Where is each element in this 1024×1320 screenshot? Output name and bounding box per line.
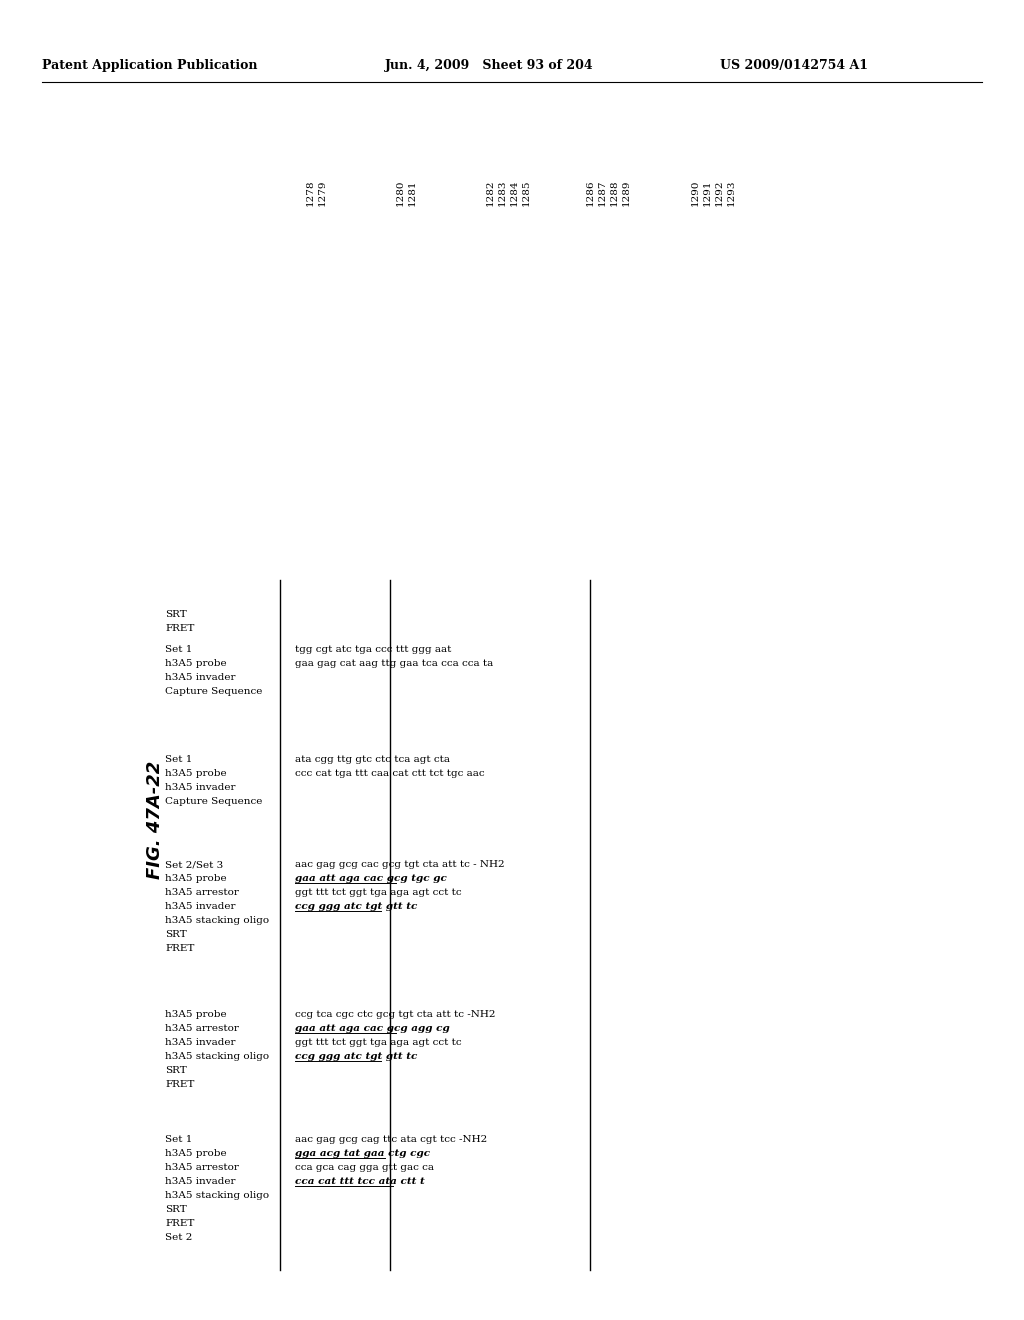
Text: 1293: 1293 bbox=[726, 180, 735, 206]
Text: h3A5 probe: h3A5 probe bbox=[165, 874, 226, 883]
Text: Set 2/Set 3: Set 2/Set 3 bbox=[165, 861, 223, 869]
Text: aac gag gcg cac gcg tgt cta att tc - NH2: aac gag gcg cac gcg tgt cta att tc - NH2 bbox=[295, 861, 505, 869]
Text: SRT: SRT bbox=[165, 1067, 186, 1074]
Text: 1290: 1290 bbox=[690, 180, 699, 206]
Text: 1282: 1282 bbox=[485, 180, 495, 206]
Text: h3A5 invader: h3A5 invader bbox=[165, 1038, 236, 1047]
Text: gaa att aga cac gcg tgc gc: gaa att aga cac gcg tgc gc bbox=[295, 874, 446, 883]
Text: Set 1: Set 1 bbox=[165, 645, 193, 653]
Text: 1285: 1285 bbox=[521, 180, 530, 206]
Text: aac gag gcg cag ttc ata cgt tcc -NH2: aac gag gcg cag ttc ata cgt tcc -NH2 bbox=[295, 1135, 487, 1144]
Text: 1284: 1284 bbox=[510, 180, 518, 206]
Text: FRET: FRET bbox=[165, 1080, 195, 1089]
Text: ggt ttt tct ggt tga aga agt cct tc: ggt ttt tct ggt tga aga agt cct tc bbox=[295, 888, 462, 898]
Text: gga acg tat gaa ctg cgc: gga acg tat gaa ctg cgc bbox=[295, 1148, 430, 1158]
Text: 1289: 1289 bbox=[622, 180, 631, 206]
Text: Set 1: Set 1 bbox=[165, 1135, 193, 1144]
Text: ccg ggg atc tgt gtt tc: ccg ggg atc tgt gtt tc bbox=[295, 1052, 418, 1061]
Text: cca gca cag gga gtt gac ca: cca gca cag gga gtt gac ca bbox=[295, 1163, 434, 1172]
Text: ata cgg ttg gtc ctc tca agt cta: ata cgg ttg gtc ctc tca agt cta bbox=[295, 755, 450, 764]
Text: US 2009/0142754 A1: US 2009/0142754 A1 bbox=[720, 58, 868, 71]
Text: FRET: FRET bbox=[165, 624, 195, 634]
Text: FRET: FRET bbox=[165, 944, 195, 953]
Text: SRT: SRT bbox=[165, 610, 186, 619]
Text: h3A5 invader: h3A5 invader bbox=[165, 902, 236, 911]
Text: 1292: 1292 bbox=[715, 180, 724, 206]
Text: gaa gag cat aag ttg gaa tca cca cca ta: gaa gag cat aag ttg gaa tca cca cca ta bbox=[295, 659, 494, 668]
Text: ccg tca cgc ctc gcg tgt cta att tc -NH2: ccg tca cgc ctc gcg tgt cta att tc -NH2 bbox=[295, 1010, 496, 1019]
Text: SRT: SRT bbox=[165, 1205, 186, 1214]
Text: h3A5 stacking oligo: h3A5 stacking oligo bbox=[165, 1191, 269, 1200]
Text: 1291: 1291 bbox=[702, 180, 712, 206]
Text: FIG. 47A-22: FIG. 47A-22 bbox=[146, 760, 164, 879]
Text: 1283: 1283 bbox=[498, 180, 507, 206]
Text: h3A5 invader: h3A5 invader bbox=[165, 783, 236, 792]
Text: 1278: 1278 bbox=[305, 180, 314, 206]
Text: 1281: 1281 bbox=[408, 180, 417, 206]
Text: Capture Sequence: Capture Sequence bbox=[165, 686, 262, 696]
Text: ccg ggg atc tgt gtt tc: ccg ggg atc tgt gtt tc bbox=[295, 902, 418, 911]
Text: h3A5 probe: h3A5 probe bbox=[165, 659, 226, 668]
Text: FRET: FRET bbox=[165, 1218, 195, 1228]
Text: tgg cgt atc tga ccc ttt ggg aat: tgg cgt atc tga ccc ttt ggg aat bbox=[295, 645, 452, 653]
Text: SRT: SRT bbox=[165, 931, 186, 939]
Text: Jun. 4, 2009   Sheet 93 of 204: Jun. 4, 2009 Sheet 93 of 204 bbox=[385, 58, 594, 71]
Text: ggt ttt tct ggt tga aga agt cct tc: ggt ttt tct ggt tga aga agt cct tc bbox=[295, 1038, 462, 1047]
Text: h3A5 invader: h3A5 invader bbox=[165, 1177, 236, 1185]
Text: cca cat ttt tcc ata ctt t: cca cat ttt tcc ata ctt t bbox=[295, 1177, 425, 1185]
Text: h3A5 arrestor: h3A5 arrestor bbox=[165, 1163, 239, 1172]
Text: 1279: 1279 bbox=[317, 180, 327, 206]
Text: Set 1: Set 1 bbox=[165, 755, 193, 764]
Text: Capture Sequence: Capture Sequence bbox=[165, 797, 262, 807]
Text: h3A5 probe: h3A5 probe bbox=[165, 1010, 226, 1019]
Text: h3A5 invader: h3A5 invader bbox=[165, 673, 236, 682]
Text: ccc cat tga ttt caa cat ctt tct tgc aac: ccc cat tga ttt caa cat ctt tct tgc aac bbox=[295, 770, 484, 777]
Text: h3A5 stacking oligo: h3A5 stacking oligo bbox=[165, 916, 269, 925]
Text: h3A5 probe: h3A5 probe bbox=[165, 770, 226, 777]
Text: Patent Application Publication: Patent Application Publication bbox=[42, 58, 257, 71]
Text: gaa att aga cac gcg agg cg: gaa att aga cac gcg agg cg bbox=[295, 1024, 450, 1034]
Text: 1286: 1286 bbox=[586, 180, 595, 206]
Text: Set 2: Set 2 bbox=[165, 1233, 193, 1242]
Text: 1288: 1288 bbox=[609, 180, 618, 206]
Text: 1280: 1280 bbox=[395, 180, 404, 206]
Text: h3A5 stacking oligo: h3A5 stacking oligo bbox=[165, 1052, 269, 1061]
Text: 1287: 1287 bbox=[597, 180, 606, 206]
Text: h3A5 arrestor: h3A5 arrestor bbox=[165, 1024, 239, 1034]
Text: h3A5 arrestor: h3A5 arrestor bbox=[165, 888, 239, 898]
Text: h3A5 probe: h3A5 probe bbox=[165, 1148, 226, 1158]
